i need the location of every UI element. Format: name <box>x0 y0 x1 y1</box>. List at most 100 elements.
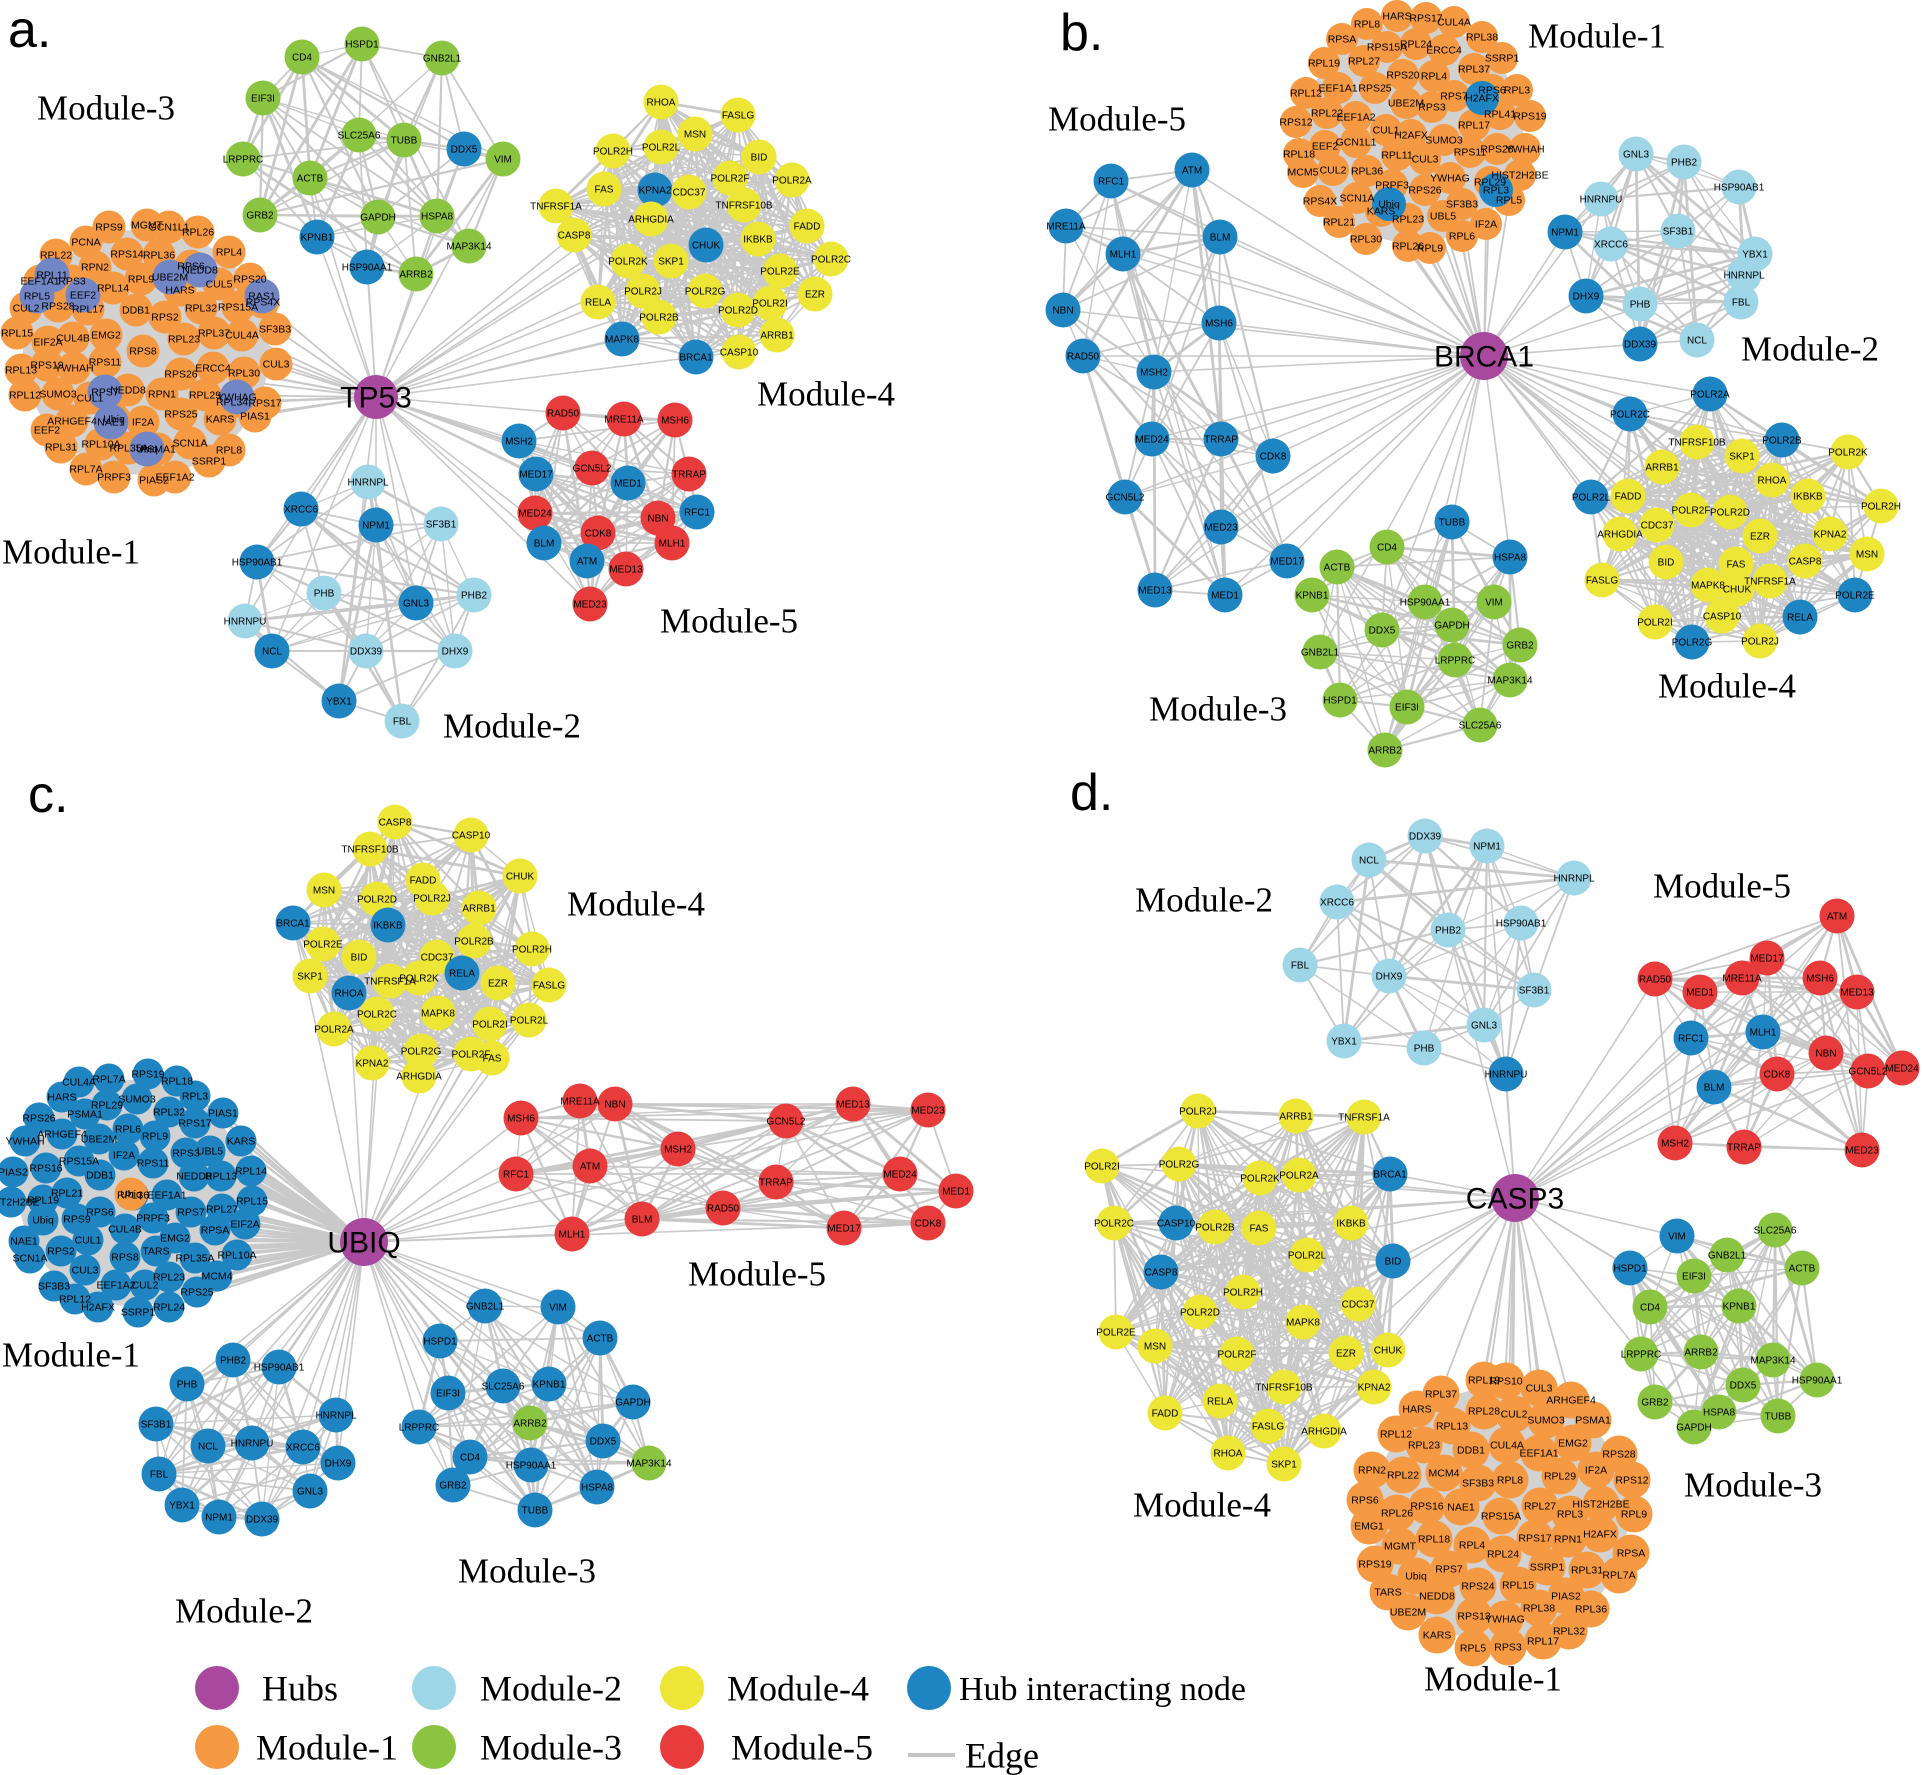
svg-text:POLR2A: POLR2A <box>314 1025 354 1036</box>
svg-text:FAS: FAS <box>483 1054 502 1065</box>
svg-text:ATM: ATM <box>1827 912 1847 923</box>
svg-text:SKP1: SKP1 <box>297 972 323 983</box>
svg-text:CUL2: CUL2 <box>1501 1409 1528 1421</box>
svg-text:MCM4: MCM4 <box>202 1271 233 1283</box>
svg-text:DHX9: DHX9 <box>325 1459 352 1470</box>
svg-text:EZR: EZR <box>1336 1349 1356 1360</box>
svg-text:MRE11A: MRE11A <box>560 1097 600 1108</box>
svg-text:CASP8: CASP8 <box>379 818 412 829</box>
svg-text:ARRB2: ARRB2 <box>1684 1348 1718 1359</box>
svg-text:KPNB1: KPNB1 <box>533 1380 566 1391</box>
svg-text:MED23: MED23 <box>1204 523 1238 534</box>
svg-text:RPS9: RPS9 <box>63 1214 91 1226</box>
svg-text:CUL1: CUL1 <box>1373 125 1400 137</box>
svg-text:RPS3: RPS3 <box>172 1148 200 1160</box>
svg-text:KPNA2: KPNA2 <box>356 1059 389 1070</box>
svg-text:RPS11: RPS11 <box>137 1158 170 1170</box>
svg-text:DHX9: DHX9 <box>1376 972 1403 983</box>
svg-text:MED1: MED1 <box>942 1187 970 1198</box>
svg-text:CUL3: CUL3 <box>1526 1383 1553 1395</box>
svg-text:KPNA2: KPNA2 <box>1814 530 1847 541</box>
svg-text:EEF2: EEF2 <box>70 290 96 302</box>
svg-text:RPL6: RPL6 <box>1449 231 1475 243</box>
svg-text:CUL2: CUL2 <box>1320 165 1347 177</box>
svg-text:BID: BID <box>1658 558 1675 569</box>
svg-text:RPL22: RPL22 <box>40 250 72 262</box>
svg-text:RPL9: RPL9 <box>1417 243 1443 255</box>
svg-text:MSH6: MSH6 <box>507 1114 535 1125</box>
svg-text:MSN: MSN <box>684 130 706 141</box>
svg-text:TRRAP: TRRAP <box>1204 435 1238 446</box>
svg-text:PIAS2: PIAS2 <box>0 1167 28 1179</box>
svg-text:HNRNPU: HNRNPU <box>1580 195 1623 206</box>
svg-text:TARS: TARS <box>142 1246 169 1258</box>
svg-text:RPL27: RPL27 <box>1348 56 1380 68</box>
svg-text:RPL26: RPL26 <box>1392 241 1424 253</box>
svg-text:BLM: BLM <box>1210 233 1231 244</box>
svg-text:RPL7A: RPL7A <box>1602 1570 1635 1582</box>
svg-text:EMG2: EMG2 <box>1558 1438 1588 1450</box>
svg-text:RPL24: RPL24 <box>1487 1549 1519 1561</box>
svg-text:MED13: MED13 <box>836 1100 870 1111</box>
svg-text:SLC25A6: SLC25A6 <box>1754 1226 1797 1237</box>
svg-text:POLR2C: POLR2C <box>357 1010 397 1021</box>
svg-text:SCN1A: SCN1A <box>1339 193 1374 205</box>
svg-text:Ubiq: Ubiq <box>136 444 158 456</box>
svg-text:RPL17: RPL17 <box>1458 120 1490 132</box>
svg-text:RPL22: RPL22 <box>1311 108 1343 120</box>
svg-text:RPS13: RPS13 <box>1457 1611 1490 1623</box>
svg-text:GNB2L1: GNB2L1 <box>466 1302 505 1313</box>
svg-text:ATM: ATM <box>580 1162 600 1173</box>
svg-text:CD4: CD4 <box>292 53 312 64</box>
svg-text:POLR2H: POLR2H <box>512 945 552 956</box>
svg-text:RPS6: RPS6 <box>86 1207 114 1219</box>
svg-text:KARS: KARS <box>206 414 235 426</box>
svg-text:MSN: MSN <box>1856 550 1878 561</box>
svg-text:MED13: MED13 <box>1138 586 1172 597</box>
svg-text:UBIQ: UBIQ <box>327 1227 400 1260</box>
svg-text:POLR2I: POLR2I <box>1084 1162 1120 1173</box>
svg-text:SKP1: SKP1 <box>658 257 684 268</box>
svg-text:Ubiq: Ubiq <box>32 1215 54 1227</box>
svg-text:RPSA: RPSA <box>1617 1548 1646 1560</box>
svg-text:ERCC4: ERCC4 <box>195 363 231 375</box>
svg-text:IKBKB: IKBKB <box>1336 1219 1366 1230</box>
svg-text:PHB2: PHB2 <box>461 591 488 602</box>
svg-text:RPL3: RPL3 <box>1504 85 1530 97</box>
svg-text:POLR2L: POLR2L <box>510 1016 549 1027</box>
svg-text:RPL24: RPL24 <box>1400 39 1432 51</box>
svg-text:HNRNPL: HNRNPL <box>315 1411 357 1422</box>
svg-text:CUL5: CUL5 <box>206 279 233 291</box>
svg-text:VIM: VIM <box>1485 598 1503 609</box>
svg-text:HNRNPU: HNRNPU <box>231 1439 274 1450</box>
svg-text:MSH2: MSH2 <box>664 1145 692 1156</box>
svg-text:PHB: PHB <box>1414 1044 1435 1055</box>
svg-text:GNL3: GNL3 <box>403 599 430 610</box>
svg-text:YBX1: YBX1 <box>1742 250 1768 261</box>
svg-text:RPL24: RPL24 <box>153 1302 185 1314</box>
svg-text:CUL4A: CUL4A <box>62 1077 96 1089</box>
svg-text:GRB2: GRB2 <box>439 1481 467 1492</box>
svg-text:GCN1L1: GCN1L1 <box>149 222 190 234</box>
svg-text:H2AFX: H2AFX <box>1394 130 1428 142</box>
svg-text:RPN1: RPN1 <box>148 389 176 401</box>
svg-text:RPL13: RPL13 <box>5 365 37 377</box>
svg-text:PIAS1: PIAS1 <box>240 411 270 423</box>
svg-text:MSH2: MSH2 <box>505 437 533 448</box>
svg-text:SUMO3: SUMO3 <box>1527 1415 1565 1427</box>
svg-text:MED24: MED24 <box>1135 435 1169 446</box>
svg-text:RHOA: RHOA <box>647 98 676 109</box>
svg-text:NCL: NCL <box>198 1442 218 1453</box>
svg-text:LRPPRC: LRPPRC <box>223 155 264 166</box>
svg-text:RPS24: RPS24 <box>1461 1581 1494 1593</box>
svg-text:BRCA1: BRCA1 <box>679 353 713 364</box>
svg-text:SF3B3: SF3B3 <box>1446 199 1478 211</box>
svg-text:KPNB1: KPNB1 <box>301 233 334 244</box>
svg-text:POLR2E: POLR2E <box>760 267 800 278</box>
svg-text:NBN: NBN <box>1052 306 1073 317</box>
svg-text:CHUK: CHUK <box>1723 585 1752 596</box>
svg-text:RPL12: RPL12 <box>9 390 41 402</box>
svg-text:SF3B1: SF3B1 <box>141 1420 172 1431</box>
svg-text:NAE1: NAE1 <box>97 417 125 429</box>
svg-text:FADD: FADD <box>1615 492 1642 503</box>
